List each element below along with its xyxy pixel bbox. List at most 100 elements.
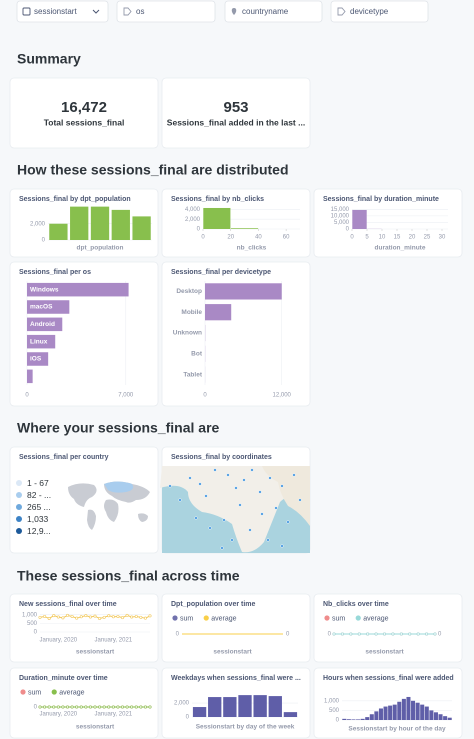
- x-tick-label: 25: [424, 235, 431, 241]
- point: [102, 705, 106, 709]
- location-icon: [231, 8, 237, 15]
- y-tick-label: 2,000: [174, 701, 190, 707]
- point: [93, 705, 97, 709]
- bar: [231, 228, 259, 229]
- point: [56, 705, 60, 709]
- legend-dot: [16, 516, 22, 522]
- y-tick-label: 0: [186, 715, 190, 721]
- scalar-value: 16,472: [61, 99, 107, 116]
- map-pin: [286, 520, 290, 524]
- bar: [132, 216, 151, 240]
- scalar-label: Sessions_final added in the last ...: [167, 117, 305, 127]
- bar: [27, 369, 33, 384]
- country-shape: [87, 509, 96, 530]
- point: [416, 632, 420, 636]
- card-title: Sessions_final by duration_minute: [323, 196, 439, 203]
- y-tick-label: 1,000: [324, 698, 340, 704]
- map-pin: [230, 538, 234, 542]
- filter-box[interactable]: [224, 0, 323, 23]
- card: [161, 593, 311, 663]
- point: [52, 705, 56, 709]
- point: [98, 617, 102, 621]
- y-tick-label: 0: [176, 632, 180, 638]
- category-label: Tablet: [183, 371, 202, 378]
- x-tick-label: 10: [379, 235, 386, 241]
- bar: [411, 700, 416, 720]
- map-pin: [234, 486, 238, 490]
- legend-dot: [324, 615, 330, 621]
- legend-label: sum: [28, 689, 41, 696]
- map-pin: [222, 518, 226, 522]
- legend-dot: [51, 689, 57, 695]
- point: [75, 616, 79, 620]
- point: [357, 632, 361, 636]
- filter-label[interactable]: devicetype: [350, 7, 389, 16]
- map-pin: [178, 498, 182, 502]
- bar: [205, 283, 282, 300]
- point: [47, 705, 51, 709]
- bar: [447, 717, 452, 720]
- x-tick-label: January, 2020: [40, 638, 78, 644]
- filter-box[interactable]: [16, 0, 109, 23]
- point: [75, 705, 79, 709]
- filter-label[interactable]: countryname: [242, 7, 289, 16]
- bar: [374, 711, 379, 720]
- y-tick-label: 0: [286, 632, 290, 638]
- filter-label[interactable]: os: [136, 7, 144, 16]
- point: [121, 616, 125, 620]
- chevron-icon: [92, 9, 100, 14]
- bar: [378, 708, 383, 720]
- point: [47, 617, 51, 621]
- filter-label[interactable]: sessionstart: [34, 7, 77, 16]
- x-tick-label: 60: [283, 235, 290, 241]
- bar: [433, 712, 438, 720]
- category-label: Linux: [30, 338, 48, 345]
- point: [408, 632, 412, 636]
- y-tick-label: 5,000: [334, 220, 350, 226]
- bar: [365, 717, 370, 720]
- point: [98, 705, 102, 709]
- bar: [443, 716, 448, 720]
- x-tick-label: 30: [439, 235, 446, 241]
- country-shape: [138, 513, 148, 522]
- card: [161, 188, 311, 258]
- legend-label: 1 - 67: [27, 478, 49, 488]
- y-tick-label: 0: [42, 238, 46, 244]
- point: [61, 616, 65, 620]
- point: [66, 613, 70, 617]
- point: [340, 632, 344, 636]
- x-tick-label: 0: [25, 393, 29, 399]
- country-shape: [68, 483, 97, 507]
- x-tick-label: 40: [255, 235, 262, 241]
- bar: [342, 718, 347, 720]
- scalar-label: Total sessions_final: [44, 117, 125, 127]
- point: [38, 615, 42, 619]
- filter-box[interactable]: [116, 0, 216, 23]
- legend-dot: [16, 492, 22, 498]
- point: [121, 705, 125, 709]
- bar: [352, 209, 367, 229]
- legend-label: 265 ...: [27, 502, 51, 512]
- bar: [223, 697, 237, 717]
- legend-label: average: [59, 689, 84, 696]
- y-tick-label: 2,000: [185, 217, 201, 223]
- filter-box[interactable]: [330, 0, 429, 23]
- point: [111, 615, 115, 619]
- category-label: Windows: [30, 286, 59, 293]
- point: [130, 705, 134, 709]
- card-title: Sessions_final by coordinates: [171, 454, 272, 461]
- section-heading: These sessions_final across time: [17, 568, 240, 584]
- point: [139, 705, 143, 709]
- section-heading: Where your sessions_final are: [17, 420, 220, 436]
- x-axis-label: nb_clicks: [237, 245, 267, 252]
- x-tick-label: 12,000: [273, 393, 292, 399]
- map-pin: [266, 538, 270, 542]
- card: [9, 593, 159, 663]
- point: [66, 705, 70, 709]
- bar: [424, 706, 429, 720]
- legend-label: 12,9...: [27, 526, 51, 536]
- card-title: Nb_clicks over time: [323, 601, 389, 608]
- legend-label: average: [211, 615, 236, 622]
- map-land: [160, 466, 310, 553]
- bar: [268, 696, 282, 717]
